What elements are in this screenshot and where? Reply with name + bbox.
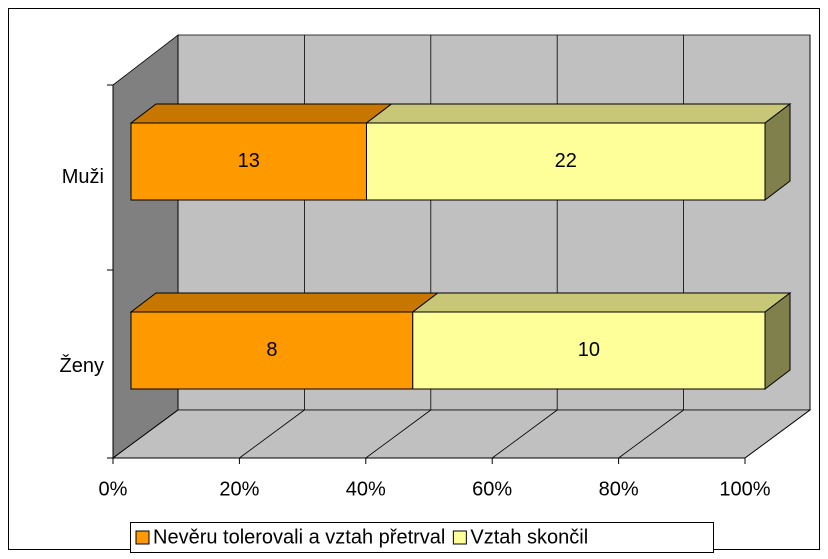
bar-top xyxy=(411,292,792,313)
x-tick-label: 20% xyxy=(219,478,259,500)
bar-top xyxy=(129,103,393,124)
floor-line xyxy=(744,409,811,459)
floor-line xyxy=(112,409,179,459)
floor xyxy=(111,409,812,459)
legend-label: Vztah skončil xyxy=(470,526,588,548)
x-tick-label: 100% xyxy=(719,478,770,500)
legend-label: Nevěru tolerovali a vztah přetrval xyxy=(153,526,445,548)
data-label: 22 xyxy=(555,150,577,172)
y-tick-label: Muži xyxy=(62,166,104,188)
floor-line xyxy=(365,409,432,459)
x-tick-label: 40% xyxy=(346,478,386,500)
side-wall xyxy=(112,34,179,459)
legend-swatch xyxy=(135,530,150,545)
bar xyxy=(365,122,766,201)
floor-line xyxy=(618,409,684,459)
x-tick-label: 80% xyxy=(599,478,639,500)
floor-line xyxy=(239,409,305,459)
bar-top xyxy=(365,103,792,124)
bar xyxy=(412,311,766,390)
data-label: 8 xyxy=(266,339,277,361)
data-label: 13 xyxy=(238,150,260,172)
data-label: 10 xyxy=(578,339,600,361)
floor-line xyxy=(491,409,558,459)
legend-swatch xyxy=(452,530,467,545)
x-tick-label: 60% xyxy=(472,478,512,500)
bar xyxy=(130,122,367,201)
y-tick-label: Ženy xyxy=(60,354,104,377)
x-tick-label: 0% xyxy=(99,478,128,500)
legend-box xyxy=(130,522,714,553)
bar-top xyxy=(129,292,440,313)
